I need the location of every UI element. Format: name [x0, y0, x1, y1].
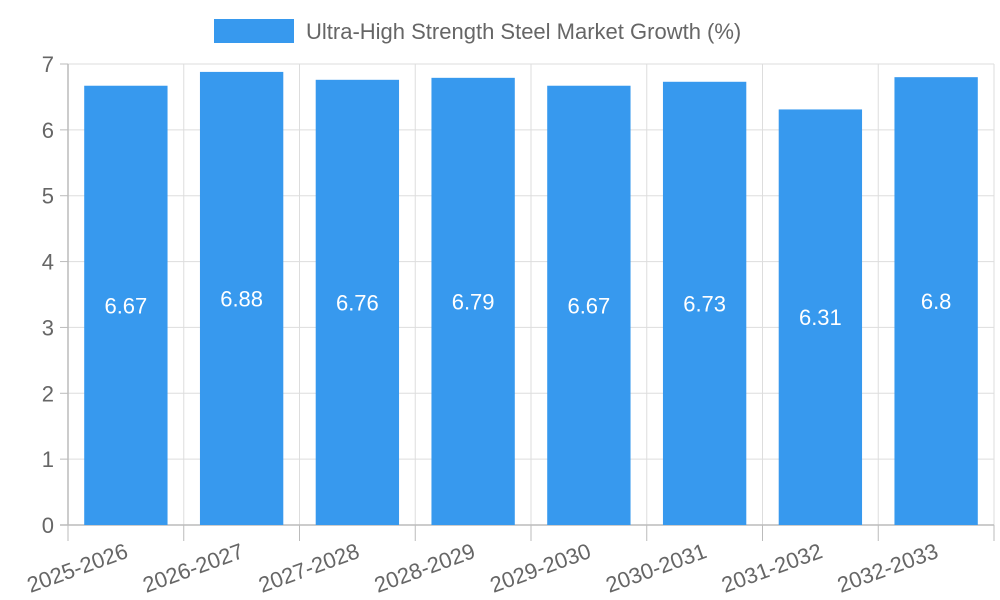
bar-value-label: 6.31	[799, 305, 842, 330]
x-tick-label: 2031-2032	[718, 538, 825, 597]
x-tick-label: 2029-2030	[487, 538, 594, 597]
x-tick-label: 2025-2026	[24, 538, 131, 597]
y-axis-ticks: 0 1 2 3 4 5 6 7	[42, 52, 54, 538]
x-tick-label: 2032-2033	[834, 538, 941, 597]
bar	[315, 79, 400, 525]
legend: Ultra-High Strength Steel Market Growth …	[214, 19, 741, 44]
y-tick-label: 5	[42, 184, 54, 209]
bar-value-label: 6.67	[567, 293, 610, 318]
legend-label: Ultra-High Strength Steel Market Growth …	[306, 19, 741, 44]
y-tick-label: 0	[42, 513, 54, 538]
bar	[894, 77, 978, 526]
data-labels: 6.67 6.88 6.76 6.79 6.67 6.73 6.31 6.8	[104, 286, 951, 330]
y-tick-label: 3	[42, 315, 54, 340]
x-tick-label: 2027-2028	[255, 538, 362, 597]
x-tick-label: 2028-2029	[371, 538, 478, 597]
bars	[84, 71, 978, 526]
bar-value-label: 6.79	[452, 289, 495, 314]
bar	[199, 71, 284, 525]
bar	[662, 81, 747, 525]
bar	[778, 109, 863, 525]
y-tick-label: 2	[42, 381, 54, 406]
bar-value-label: 6.8	[921, 289, 952, 314]
bar-value-label: 6.73	[683, 291, 726, 316]
x-tick-label: 2026-2027	[139, 538, 246, 597]
legend-swatch	[214, 19, 294, 43]
x-tick-label: 2030-2031	[602, 538, 709, 597]
y-tick-label: 4	[42, 250, 54, 275]
y-tick-label: 7	[42, 52, 54, 77]
y-tick-label: 6	[42, 118, 54, 143]
bar-value-label: 6.88	[220, 286, 263, 311]
y-tick-label: 1	[42, 447, 54, 472]
bar	[431, 77, 515, 525]
bar-value-label: 6.76	[336, 290, 379, 315]
bar-value-label: 6.67	[104, 293, 147, 318]
bar	[547, 85, 631, 526]
bar	[84, 85, 168, 526]
x-axis-ticks: 2025-2026 2026-2027 2027-2028 2028-2029 2029…	[24, 538, 942, 597]
